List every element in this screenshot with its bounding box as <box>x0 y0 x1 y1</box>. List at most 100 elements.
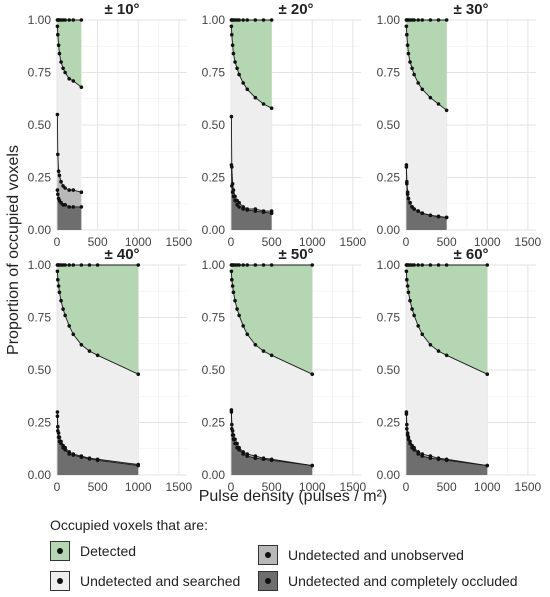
data-point-2 <box>412 313 416 318</box>
area-band-2 <box>406 26 447 218</box>
data-point-3 <box>71 188 76 192</box>
data-point-1 <box>436 18 441 22</box>
data-point-3 <box>59 179 63 184</box>
data-point-3 <box>56 169 61 173</box>
x-tick-label: 0 <box>54 480 61 494</box>
data-point-2 <box>253 95 258 100</box>
data-point-4 <box>269 458 274 463</box>
data-point-4 <box>406 437 411 442</box>
data-point-1 <box>253 263 258 267</box>
data-point-2 <box>405 277 409 282</box>
data-point-4 <box>233 198 237 203</box>
data-point-2 <box>404 269 409 274</box>
x-tick-label: 1000 <box>125 480 152 494</box>
data-point-4 <box>63 203 67 207</box>
panels: ± 10°0.000.250.500.751.000 500 1000 1500± 2… <box>28 1 542 494</box>
data-point-1 <box>245 18 250 22</box>
series-line-3 <box>56 114 82 193</box>
data-point-2 <box>412 72 416 77</box>
area-band-1 <box>57 265 139 375</box>
x-tick-label: 1000 <box>474 480 501 494</box>
data-point-2 <box>87 349 92 353</box>
data-point-4 <box>408 200 412 205</box>
data-point-1 <box>444 18 449 22</box>
area-band-4 <box>231 412 313 475</box>
data-point-2 <box>405 32 409 37</box>
data-point-4 <box>230 190 235 194</box>
data-point-2 <box>230 284 235 288</box>
data-point-1 <box>269 263 274 267</box>
data-point-2 <box>269 106 274 110</box>
area-band-4 <box>406 167 447 230</box>
panel-40: ± 40° 0.00 0.25 0.50 0.75 1.00 0 500 1000 1500 <box>28 246 193 494</box>
legend-label-undetected-searched: Undetected and searched <box>80 573 241 589</box>
data-point-4 <box>428 213 433 218</box>
area-band-2 <box>231 26 272 212</box>
x-tick-label: 0 <box>403 235 410 249</box>
x-tick-label: 500 <box>88 235 108 249</box>
y-tick-label: 0.00 <box>28 223 52 237</box>
data-point-2 <box>428 343 433 347</box>
data-point-2 <box>230 43 235 47</box>
data-point-4 <box>231 437 236 442</box>
data-point-1 <box>63 263 67 267</box>
data-point-2 <box>406 290 411 295</box>
legend-dot <box>57 578 63 584</box>
legend-label-undetected-unobserved: Undetected and unobserved <box>288 547 464 563</box>
area-band-1 <box>406 20 447 111</box>
legend-title: Occupied voxels that are: <box>50 517 208 533</box>
data-point-1 <box>79 263 84 267</box>
data-point-2 <box>79 343 84 347</box>
data-point-3 <box>79 190 84 194</box>
data-point-3 <box>55 112 60 117</box>
data-point-1 <box>436 263 441 267</box>
data-point-2 <box>436 349 441 353</box>
data-point-2 <box>235 66 239 71</box>
data-point-1 <box>310 263 315 267</box>
panel-title: ± 60° <box>453 246 488 263</box>
y-tick-label: 0.75 <box>202 66 226 80</box>
data-point-4 <box>63 448 67 452</box>
data-point-2 <box>428 95 433 100</box>
data-point-2 <box>408 298 412 303</box>
data-point-2 <box>63 313 67 318</box>
data-point-2 <box>55 269 60 274</box>
data-point-2 <box>405 284 410 288</box>
area-band-4 <box>231 164 272 230</box>
data-point-1 <box>71 18 76 22</box>
area-band-2 <box>57 271 139 465</box>
data-point-4 <box>412 207 416 211</box>
data-point-2 <box>420 332 425 337</box>
data-point-4 <box>485 463 490 468</box>
data-point-4 <box>245 208 250 212</box>
data-point-1 <box>95 263 100 267</box>
data-point-4 <box>416 209 420 213</box>
data-point-4 <box>253 456 258 460</box>
data-point-1 <box>420 18 425 22</box>
data-point-3 <box>63 186 67 190</box>
y-tick-label: 0.75 <box>377 66 401 80</box>
x-axis-title: Pulse density (pulses / m²) <box>199 488 388 505</box>
panel-30: ± 30° 0.00 0.25 0.50 0.75 1.00 0 500 1000 1500 <box>377 1 542 249</box>
legend-item-undetected-unobserved: Undetected and unobserved <box>258 545 464 565</box>
data-point-4 <box>233 441 237 446</box>
y-tick-label: 0.75 <box>377 311 401 325</box>
data-point-2 <box>416 324 420 328</box>
data-point-1 <box>67 18 71 22</box>
data-point-4 <box>241 452 245 456</box>
data-point-4 <box>404 412 409 416</box>
x-tick-label: 500 <box>262 235 282 249</box>
y-tick-label: 0.25 <box>28 171 52 185</box>
x-tick-label: 1000 <box>125 235 152 249</box>
data-point-2 <box>229 24 234 29</box>
data-point-1 <box>485 263 490 267</box>
y-tick-label: 0.00 <box>28 468 52 482</box>
y-tick-label: 0.75 <box>28 66 52 80</box>
data-point-2 <box>71 79 76 83</box>
data-point-1 <box>412 18 416 22</box>
data-point-2 <box>61 66 65 71</box>
legend-dot <box>57 548 63 554</box>
legend: Occupied voxels that are: Detected Undet… <box>42 517 547 595</box>
data-point-2 <box>241 324 245 328</box>
x-tick-label: 1500 <box>166 235 193 249</box>
